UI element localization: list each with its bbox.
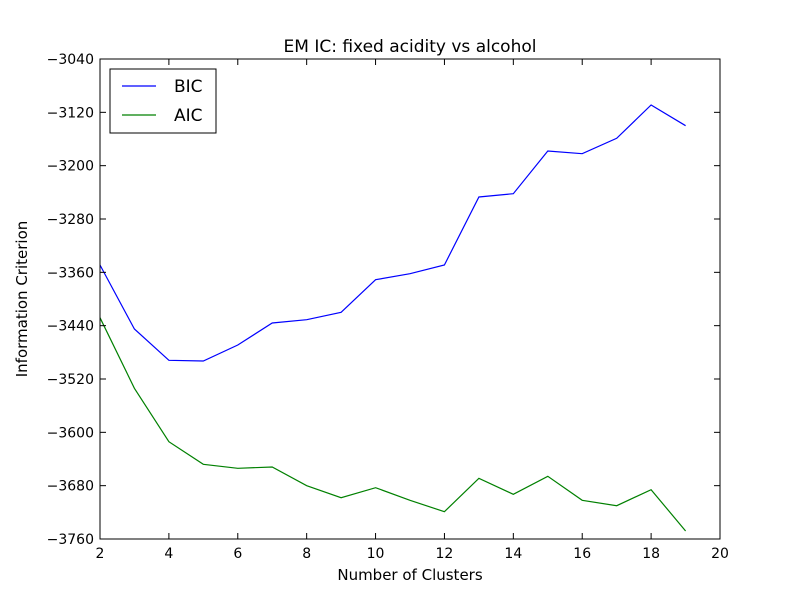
y-tick-label: −3200: [47, 159, 94, 175]
x-tick-label: 4: [164, 546, 173, 562]
x-tick-label: 8: [302, 546, 311, 562]
y-tick-label: −3360: [47, 265, 94, 281]
ticks-layer: 2 4 6 8 10 12 14 16 18 20 −3760 −3680 −3600 −3520 −344…: [47, 52, 729, 562]
y-tick-label: −3600: [47, 425, 94, 441]
y-tick-label: −3280: [47, 212, 94, 228]
y-axis-label: Information Criterion: [13, 221, 31, 378]
x-tick-label: 16: [573, 546, 591, 562]
series-layer: [99, 104, 687, 532]
y-tick-label: −3520: [47, 372, 94, 388]
legend-box: [109, 68, 217, 134]
chart-title: EM IC: fixed acidity vs alcohol: [284, 37, 537, 57]
x-tick-label: 14: [504, 546, 522, 562]
series-line-aic: [99, 317, 687, 532]
x-tick-label: 18: [642, 546, 660, 562]
legend-label-bic: BIC: [174, 77, 203, 97]
x-tick-label: 6: [233, 546, 242, 562]
x-tick-label: 2: [96, 546, 105, 562]
y-tick-label: −3040: [47, 52, 94, 68]
x-tick-label: 12: [436, 546, 454, 562]
x-tick-label: 10: [367, 546, 385, 562]
series-line-bic: [99, 104, 686, 362]
legend: BIC AIC: [109, 68, 217, 134]
y-tick-label: −3680: [47, 479, 94, 495]
x-axis-label: Number of Clusters: [337, 566, 482, 584]
y-tick-label: −3760: [47, 532, 94, 548]
y-tick-label: −3120: [47, 105, 94, 121]
y-tick-label: −3440: [47, 319, 94, 335]
x-tick-label: 20: [711, 546, 729, 562]
plot-area-frame: [99, 58, 721, 540]
legend-label-aic: AIC: [174, 106, 203, 126]
